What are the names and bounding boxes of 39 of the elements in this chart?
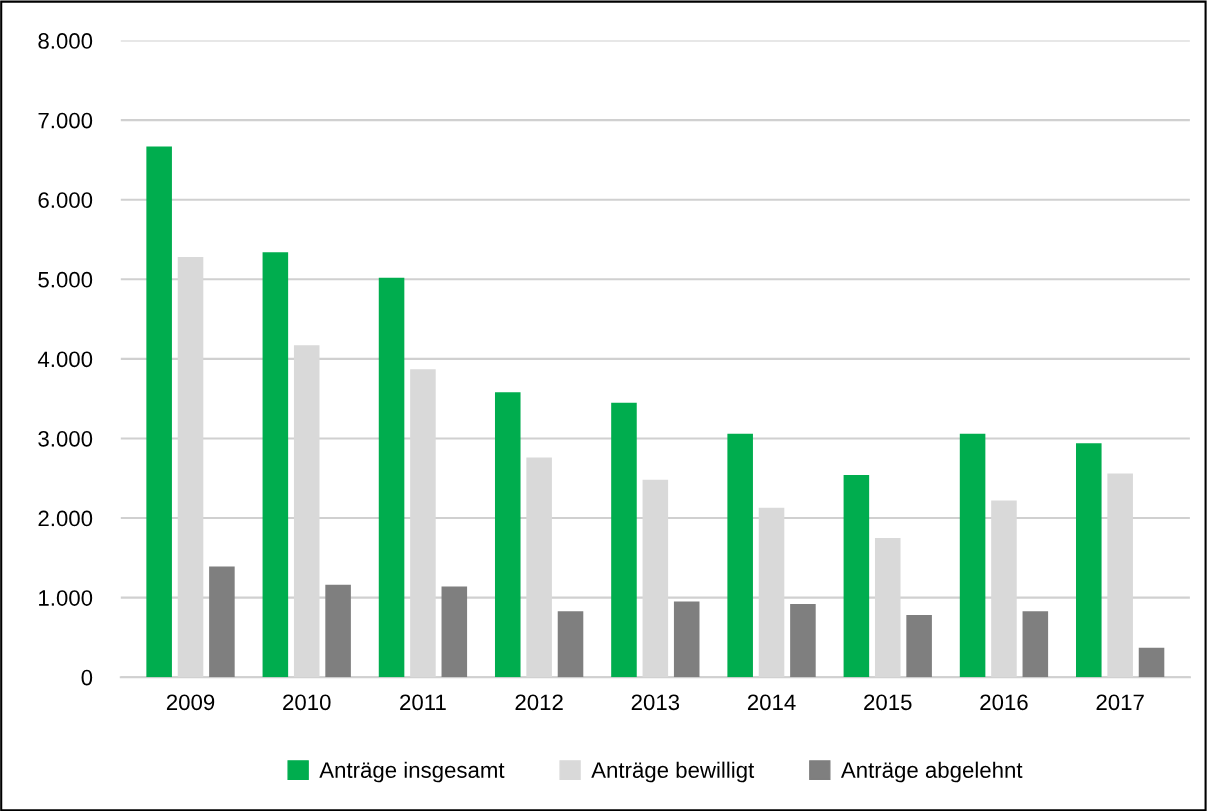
x-tick-label: 2016 (980, 694, 1028, 711)
bar (262, 252, 289, 678)
y-tick-label: 5.000 (38, 271, 93, 288)
y-tick-label: 2.000 (38, 510, 93, 527)
x-tick-label: 2014 (747, 694, 796, 711)
bar (1022, 611, 1049, 678)
bar (959, 433, 986, 678)
x-tick-label: 2013 (631, 694, 680, 711)
legend-label: Anträge insgesamt (319, 761, 505, 783)
y-tick-label: 0 (81, 669, 93, 686)
y-tick-label: 8.000 (38, 33, 93, 49)
bar (611, 402, 637, 678)
bar (441, 586, 468, 678)
y-tick-label: 1.000 (39, 590, 93, 606)
bar (790, 603, 816, 678)
bar (146, 146, 172, 678)
bar (209, 566, 235, 678)
y-tick-label: 7.000 (38, 112, 93, 129)
bar (557, 611, 584, 678)
x-tick-label: 2017 (1096, 694, 1144, 711)
x-tick-label: 2010 (283, 694, 331, 711)
bar (378, 277, 405, 678)
bar (727, 433, 753, 678)
bar (325, 584, 351, 678)
legend-label: Anträge bewilligt (591, 761, 755, 783)
bar (1138, 647, 1165, 678)
y-tick-label: 6.000 (38, 192, 93, 208)
x-tick-label: 2012 (515, 694, 563, 711)
x-tick-label: 2011 (400, 694, 446, 711)
x-tick-label: 2009 (166, 694, 215, 711)
bar (1076, 443, 1102, 678)
bar (494, 392, 521, 678)
y-tick-label: 3.000 (38, 430, 93, 447)
x-tick-label: 2015 (864, 694, 912, 711)
y-tick-label: 4.000 (37, 351, 93, 368)
legend-label: Anträge abgelehnt (840, 761, 1023, 783)
bar (843, 475, 870, 678)
bar (906, 615, 932, 678)
bar (673, 601, 700, 678)
